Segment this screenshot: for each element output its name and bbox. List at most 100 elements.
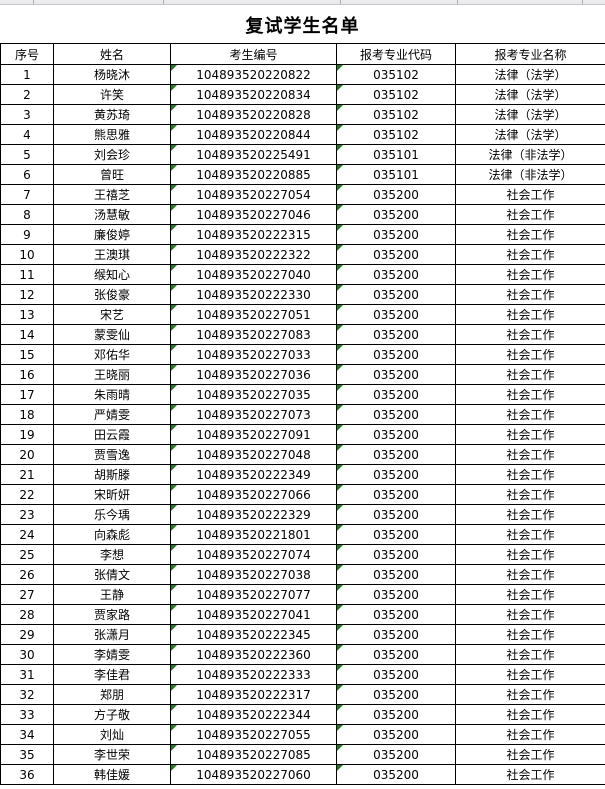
cell-major-code[interactable]: 035200: [336, 344, 456, 365]
cell-name[interactable]: 刘会珍: [53, 144, 171, 165]
cell-major-code[interactable]: 035200: [336, 624, 456, 645]
cell-no[interactable]: 32: [0, 684, 54, 705]
cell-no[interactable]: 20: [0, 444, 54, 465]
cell-candidate-no[interactable]: 104893520222345: [170, 624, 337, 645]
cell-major-code[interactable]: 035102: [336, 64, 456, 85]
cell-name[interactable]: 田云霞: [53, 424, 171, 445]
cell-major-code[interactable]: 035102: [336, 84, 456, 105]
cell-major-name[interactable]: 法律（法学）: [455, 64, 605, 85]
cell-no[interactable]: 3: [0, 104, 54, 125]
cell-no[interactable]: 1: [0, 64, 54, 85]
cell-major-code[interactable]: 035200: [336, 724, 456, 745]
cell-major-name[interactable]: 社会工作: [455, 524, 605, 545]
cell-no[interactable]: 7: [0, 184, 54, 205]
cell-candidate-no[interactable]: 104893520222360: [170, 644, 337, 665]
cell-name[interactable]: 宋艺: [53, 304, 171, 325]
cell-major-name[interactable]: 社会工作: [455, 664, 605, 685]
cell-candidate-no[interactable]: 104893520222344: [170, 704, 337, 725]
cell-candidate-no[interactable]: 104893520227083: [170, 324, 337, 345]
cell-major-name[interactable]: 社会工作: [455, 744, 605, 765]
cell-candidate-no[interactable]: 104893520227038: [170, 564, 337, 585]
cell-major-name[interactable]: 社会工作: [455, 204, 605, 225]
cell-major-name[interactable]: 法律（非法学）: [455, 144, 605, 165]
cell-name[interactable]: 王澳琪: [53, 244, 171, 265]
cell-major-code[interactable]: 035200: [336, 484, 456, 505]
cell-major-name[interactable]: 社会工作: [455, 684, 605, 705]
cell-major-code[interactable]: 035200: [336, 284, 456, 305]
cell-name[interactable]: 张俊豪: [53, 284, 171, 305]
cell-no[interactable]: 30: [0, 644, 54, 665]
cell-candidate-no[interactable]: 104893520222322: [170, 244, 337, 265]
cell-name[interactable]: 熊思雅: [53, 124, 171, 145]
cell-name[interactable]: 李世荣: [53, 744, 171, 765]
cell-major-code[interactable]: 035200: [336, 544, 456, 565]
cell-candidate-no[interactable]: 104893520227077: [170, 584, 337, 605]
cell-no[interactable]: 26: [0, 564, 54, 585]
cell-no[interactable]: 36: [0, 764, 54, 785]
cell-major-name[interactable]: 社会工作: [455, 724, 605, 745]
cell-major-code[interactable]: 035200: [336, 564, 456, 585]
cell-major-name[interactable]: 法律（法学）: [455, 84, 605, 105]
cell-no[interactable]: 2: [0, 84, 54, 105]
cell-name[interactable]: 贾家路: [53, 604, 171, 625]
cell-candidate-no[interactable]: 104893520227051: [170, 304, 337, 325]
cell-major-name[interactable]: 社会工作: [455, 444, 605, 465]
cell-name[interactable]: 方子敬: [53, 704, 171, 725]
cell-major-code[interactable]: 035200: [336, 404, 456, 425]
cell-name[interactable]: 刘灿: [53, 724, 171, 745]
cell-major-code[interactable]: 035101: [336, 164, 456, 185]
cell-major-code[interactable]: 035200: [336, 324, 456, 345]
cell-no[interactable]: 21: [0, 464, 54, 485]
cell-major-name[interactable]: 社会工作: [455, 584, 605, 605]
cell-no[interactable]: 33: [0, 704, 54, 725]
cell-name[interactable]: 许笑: [53, 84, 171, 105]
cell-candidate-no[interactable]: 104893520221801: [170, 524, 337, 545]
cell-major-name[interactable]: 社会工作: [455, 344, 605, 365]
cell-major-code[interactable]: 035200: [336, 524, 456, 545]
cell-candidate-no[interactable]: 104893520220885: [170, 164, 337, 185]
cell-no[interactable]: 18: [0, 404, 54, 425]
cell-candidate-no[interactable]: 104893520222330: [170, 284, 337, 305]
cell-name[interactable]: 胡斯滕: [53, 464, 171, 485]
cell-name[interactable]: 缑知心: [53, 264, 171, 285]
cell-major-code[interactable]: 035200: [336, 444, 456, 465]
cell-name[interactable]: 朱雨晴: [53, 384, 171, 405]
cell-no[interactable]: 22: [0, 484, 54, 505]
cell-major-name[interactable]: 社会工作: [455, 624, 605, 645]
cell-name[interactable]: 杨晓沐: [53, 64, 171, 85]
cell-no[interactable]: 35: [0, 744, 54, 765]
cell-name[interactable]: 乐今瑀: [53, 504, 171, 525]
cell-candidate-no[interactable]: 104893520222349: [170, 464, 337, 485]
cell-no[interactable]: 9: [0, 224, 54, 245]
cell-major-code[interactable]: 035101: [336, 144, 456, 165]
cell-major-code[interactable]: 035200: [336, 704, 456, 725]
cell-candidate-no[interactable]: 104893520227085: [170, 744, 337, 765]
cell-major-name[interactable]: 社会工作: [455, 464, 605, 485]
cell-major-code[interactable]: 035200: [336, 364, 456, 385]
cell-major-name[interactable]: 社会工作: [455, 244, 605, 265]
cell-major-code[interactable]: 035200: [336, 584, 456, 605]
cell-major-name[interactable]: 社会工作: [455, 284, 605, 305]
header-major-name[interactable]: 报考专业名称: [455, 43, 605, 65]
cell-candidate-no[interactable]: 104893520227074: [170, 544, 337, 565]
cell-major-code[interactable]: 035200: [336, 384, 456, 405]
cell-major-name[interactable]: 社会工作: [455, 704, 605, 725]
cell-major-name[interactable]: 社会工作: [455, 384, 605, 405]
cell-major-code[interactable]: 035200: [336, 684, 456, 705]
header-no[interactable]: 序号: [0, 43, 54, 65]
cell-no[interactable]: 10: [0, 244, 54, 265]
cell-no[interactable]: 6: [0, 164, 54, 185]
cell-major-name[interactable]: 社会工作: [455, 644, 605, 665]
cell-major-code[interactable]: 035200: [336, 764, 456, 785]
cell-major-code[interactable]: 035200: [336, 744, 456, 765]
cell-name[interactable]: 李想: [53, 544, 171, 565]
cell-candidate-no[interactable]: 104893520222333: [170, 664, 337, 685]
cell-no[interactable]: 29: [0, 624, 54, 645]
cell-major-code[interactable]: 035200: [336, 664, 456, 685]
cell-name[interactable]: 蒙雯仙: [53, 324, 171, 345]
cell-no[interactable]: 25: [0, 544, 54, 565]
cell-no[interactable]: 8: [0, 204, 54, 225]
cell-name[interactable]: 张倩文: [53, 564, 171, 585]
cell-candidate-no[interactable]: 104893520220834: [170, 84, 337, 105]
cell-no[interactable]: 23: [0, 504, 54, 525]
